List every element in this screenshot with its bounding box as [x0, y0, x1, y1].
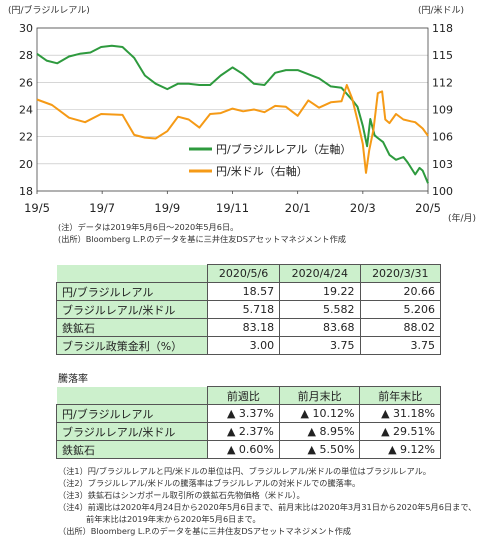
table-row: 鉄鉱石 ▲ 0.60% ▲ 5.50% ▲ 9.12% — [56, 440, 441, 459]
left-axis-label: (円/ブラジルレアル) — [8, 6, 90, 16]
cell-value: 3.75 — [359, 336, 442, 355]
x-tick-label: 19/11 — [216, 201, 249, 215]
x-tick-label: 19/9 — [154, 201, 180, 215]
cell-value: 83.18 — [206, 318, 281, 337]
footnote-2: （注2）ブラジルレアル/米ドルの騰落率はブラジルレアルの対米ドルでの騰落率。 — [58, 478, 361, 488]
legend-label: 円/ブラジルレアル（左軸） — [216, 142, 351, 156]
left-tick-label: 20 — [19, 158, 33, 171]
x-tick-label: 19/7 — [89, 201, 115, 215]
left-tick-label: 28 — [19, 49, 33, 62]
cell-value: ▲ 5.50% — [278, 440, 361, 459]
row-label: ブラジルレアル/米ドル — [56, 300, 208, 319]
table-header-row: 前週比 前月末比 前年末比 — [56, 386, 441, 405]
table-header: 前週比 — [207, 386, 280, 405]
cell-value: 20.66 — [359, 282, 442, 301]
cell-value: 3.75 — [279, 336, 361, 355]
left-tick-label: 18 — [19, 185, 33, 198]
x-tick-label: 20/5 — [415, 201, 441, 215]
cell-value: ▲ 2.37% — [207, 422, 280, 441]
footnote-4: （注4）前週比は2020年4月24日から2020年5月6日まで、前月末比は202… — [58, 502, 477, 512]
table-header-row: 2020/5/6 2020/4/24 2020/3/31 — [56, 264, 442, 283]
cell-value: ▲ 9.12% — [359, 440, 441, 459]
right-tick-label: 103 — [432, 158, 453, 171]
footnote-3: （注3）鉄鉱石はシンガポール取引所の鉄鉱石先物価格（米ドル）。 — [58, 490, 305, 500]
right-tick-label: 112 — [432, 76, 453, 89]
market-table: 2020/5/6 2020/4/24 2020/3/31 円/ブラジルレアル 1… — [56, 264, 442, 355]
x-tick-label: 19/5 — [24, 201, 50, 215]
row-label: ブラジル政策金利（%） — [56, 336, 208, 355]
cell-value: 88.02 — [359, 318, 442, 337]
x-tick-label: 20/3 — [350, 201, 376, 215]
row-label: ブラジルレアル/米ドル — [56, 422, 208, 441]
series-line-jpy-usd — [36, 84, 429, 174]
row-label: 鉄鉱石 — [56, 440, 208, 459]
table-row: ブラジルレアル/米ドル ▲ 2.37% ▲ 8.95% ▲ 29.51% — [56, 422, 441, 441]
cell-value: 83.68 — [279, 318, 361, 337]
left-tick-label: 24 — [19, 104, 33, 117]
legend-label: 円/米ドル（右軸） — [216, 164, 308, 178]
cell-value: 18.57 — [206, 282, 281, 301]
table-header: 2020/4/24 — [279, 264, 361, 283]
chart-source: (出所）Bloomberg L.P.のデータを基に三井住友DSアセットマネジメン… — [58, 234, 346, 244]
cell-value: 5.206 — [359, 300, 442, 319]
series-line-jpy-brl — [36, 44, 429, 184]
right-tick-label: 115 — [432, 49, 453, 62]
left-tick-label: 30 — [19, 22, 33, 35]
x-tick-label: 20/1 — [285, 201, 311, 215]
table-header: 前月末比 — [278, 386, 361, 405]
row-label: 円/ブラジルレアル — [56, 282, 208, 301]
row-label: 鉄鉱石 — [56, 318, 208, 337]
right-tick-label: 118 — [432, 22, 453, 35]
cell-value: 19.22 — [279, 282, 361, 301]
cell-value: 5.718 — [206, 300, 281, 319]
corner-cell — [56, 264, 208, 283]
footnote-1: （注1）円/ブラジルレアルと円/米ドルの単位は円、ブラジルレアル/米ドルの単位は… — [58, 466, 431, 476]
right-tick-label: 100 — [432, 185, 453, 198]
cell-value: 3.00 — [206, 336, 281, 355]
right-tick-label: 106 — [432, 131, 453, 144]
table-row: 円/ブラジルレアル ▲ 3.37% ▲ 10.12% ▲ 31.18% — [56, 404, 441, 423]
cell-value: ▲ 0.60% — [207, 440, 280, 459]
table-header: 2020/5/6 — [206, 264, 281, 283]
row-label: 円/ブラジルレアル — [56, 404, 208, 423]
right-axis-label: (円/米ドル) — [418, 6, 465, 16]
table-row: 鉄鉱石 83.18 83.68 88.02 — [56, 318, 442, 337]
change-table: 前週比 前月末比 前年末比 円/ブラジルレアル ▲ 3.37% ▲ 10.12%… — [56, 386, 441, 459]
cell-value: ▲ 31.18% — [359, 404, 441, 423]
left-tick-label: 22 — [19, 131, 33, 144]
left-tick-label: 26 — [19, 76, 33, 89]
footnote-source: （出所）Bloomberg L.P.のデータを基に三井住友DSアセットマネジメン… — [58, 526, 351, 536]
footnote-4-cont: 前年末比は2019年末から2020年5月6日まで。 — [86, 514, 261, 524]
table-row: 円/ブラジルレアル 18.57 19.22 20.66 — [56, 282, 442, 301]
cell-value: ▲ 3.37% — [207, 404, 280, 423]
corner-cell — [56, 386, 208, 405]
x-axis-unit: (年/月) — [448, 214, 477, 224]
cell-value: ▲ 29.51% — [359, 422, 441, 441]
right-tick-label: 109 — [432, 104, 453, 117]
table-row: ブラジルレアル/米ドル 5.718 5.582 5.206 — [56, 300, 442, 319]
cell-value: ▲ 10.12% — [278, 404, 361, 423]
chart-note: (注）データは2019年5月6日～2020年5月6日。 — [58, 222, 239, 232]
change-caption: 騰落率 — [58, 374, 88, 385]
cell-value: 5.582 — [279, 300, 361, 319]
table-row: ブラジル政策金利（%） 3.00 3.75 3.75 — [56, 336, 442, 355]
table-header: 2020/3/31 — [359, 264, 442, 283]
fx-line-chart: 18 100 20 103 22 106 24 109 26 112 28 115 30 118 19/5 1… — [19, 22, 453, 215]
table-header: 前年末比 — [359, 386, 441, 405]
cell-value: ▲ 8.95% — [278, 422, 361, 441]
